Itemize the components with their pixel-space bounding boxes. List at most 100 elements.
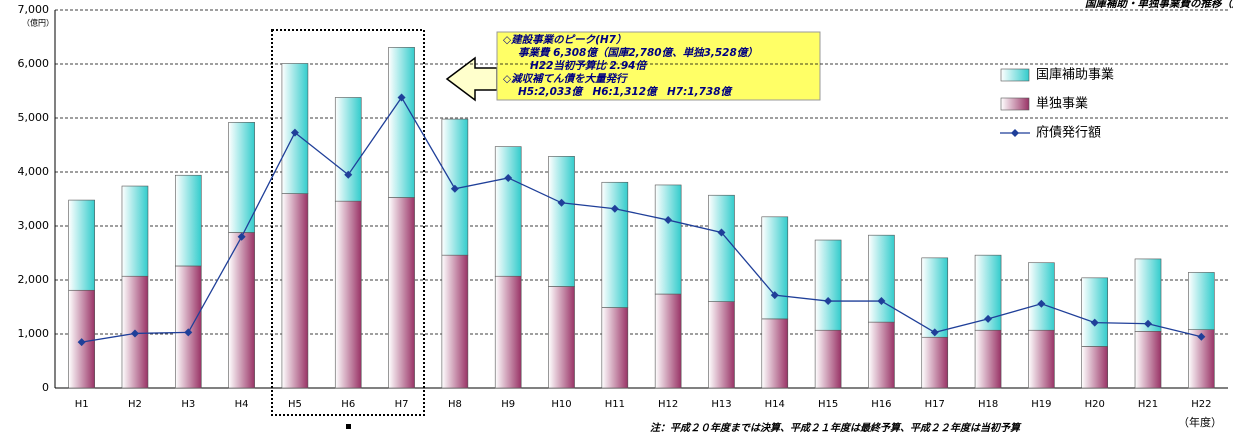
point	[290, 128, 299, 137]
bar	[121, 185, 149, 277]
y-tick-label: 3,000	[18, 219, 50, 232]
bar	[228, 232, 255, 389]
bar	[921, 336, 949, 389]
bar	[921, 257, 949, 338]
annotation: ◇減収補てん債を大量発行	[503, 72, 629, 85]
point	[237, 232, 246, 241]
annotation: 事業費 6,308億（国庫2,780億、単独3,528億）	[518, 46, 758, 59]
bar	[654, 293, 682, 389]
y-tick-label: 2,000	[18, 273, 50, 286]
point	[930, 328, 939, 337]
point	[984, 314, 993, 323]
x-tick-label: H5	[288, 399, 302, 410]
x-tick-label: H21	[1138, 399, 1158, 410]
bar	[708, 301, 735, 389]
bar	[388, 197, 415, 389]
legend-label: 単独事業	[1036, 96, 1088, 112]
bar	[281, 63, 309, 194]
x-tick-label: H9	[501, 399, 515, 410]
bar	[761, 318, 789, 389]
x-tick-label: H8	[448, 399, 462, 410]
x-tick-label: H11	[605, 399, 625, 410]
x-tick-label: H1	[75, 399, 89, 410]
bar	[174, 265, 202, 389]
bar	[1134, 258, 1162, 332]
x-unit: （年度）	[1178, 415, 1222, 429]
x-tick-label: H16	[871, 399, 891, 410]
bar	[708, 194, 735, 302]
bar	[174, 174, 202, 267]
legend-label: 府債発行額	[1036, 126, 1101, 141]
bar	[228, 122, 255, 233]
bar	[1028, 329, 1055, 389]
bar	[868, 234, 895, 323]
x-tick-label: H4	[235, 399, 249, 410]
bar	[494, 146, 522, 277]
point	[770, 291, 779, 300]
legend-label: 国庫補助事業	[1036, 67, 1114, 83]
y-tick-label: 6,000	[18, 57, 50, 70]
bar	[388, 47, 415, 198]
x-tick-label: H17	[925, 399, 945, 410]
x-tick-label: H10	[551, 399, 571, 410]
point	[450, 184, 459, 193]
bar	[654, 184, 682, 295]
point	[1197, 332, 1206, 341]
note: 注：平成２０年度までは決算、平成２１年度は最終予算、平成２２年度は当初予算	[650, 422, 1022, 434]
bar	[1028, 262, 1055, 331]
bar	[334, 97, 362, 202]
bar	[761, 216, 789, 320]
x-tick-label: H15	[818, 399, 838, 410]
bar	[548, 286, 575, 389]
annotation: H22当初予算比 2.94倍	[530, 59, 647, 72]
x-tick-label: H22	[1191, 399, 1211, 410]
bar	[868, 321, 895, 389]
y-tick-label: 7,000	[18, 3, 50, 16]
x-tick-label: H12	[658, 399, 678, 410]
y-tick-label: 5,000	[18, 111, 50, 124]
x-tick-label: H3	[181, 399, 195, 410]
point	[610, 204, 619, 213]
point	[184, 328, 193, 337]
point	[397, 93, 406, 102]
point	[557, 198, 566, 207]
bar	[1188, 272, 1215, 330]
point	[664, 216, 673, 225]
point	[344, 170, 353, 179]
bar	[601, 181, 629, 308]
legend-swatch	[1000, 68, 1030, 82]
bar	[334, 200, 362, 389]
bar	[548, 156, 575, 287]
x-tick-label: H18	[978, 399, 998, 410]
point	[1090, 318, 1099, 327]
bar	[1081, 346, 1109, 389]
point	[77, 338, 86, 347]
point	[877, 297, 886, 306]
chart-title: 国庫補助・単独事業費の推移（府債発行額）	[1085, 0, 1233, 10]
annotation: ◇建設事業のピーク(H7）	[503, 33, 626, 46]
x-tick-label: H7	[395, 399, 409, 410]
point	[1037, 299, 1046, 308]
bar	[68, 199, 95, 291]
x-tick-label: H2	[128, 399, 142, 410]
bar	[441, 254, 469, 389]
y-tick-label: 4,000	[18, 165, 50, 178]
highlight-box	[271, 29, 425, 416]
bar	[814, 239, 842, 331]
bar	[814, 329, 842, 389]
x-tick-label: H14	[765, 399, 785, 410]
bar	[494, 275, 522, 389]
bar	[1134, 330, 1162, 389]
bar	[281, 193, 309, 389]
y-unit: （億円）	[22, 18, 54, 28]
annotation: H5:2,033億 H6:1,312億 H7:1,738億	[518, 85, 733, 98]
annotation-box	[496, 31, 821, 101]
point	[717, 228, 726, 237]
point	[504, 173, 513, 182]
x-tick-label: H13	[711, 399, 731, 410]
x-tick-label: H20	[1085, 399, 1105, 410]
point	[824, 297, 833, 306]
x-tick-label: H6	[341, 399, 355, 410]
bar	[1081, 277, 1109, 347]
